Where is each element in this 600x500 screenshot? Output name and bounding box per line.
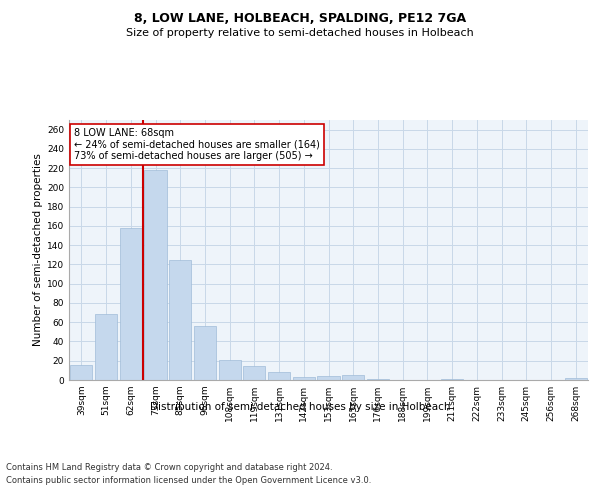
Bar xyxy=(293,377,315,380)
Y-axis label: Number of semi-detached properties: Number of semi-detached properties xyxy=(33,154,43,346)
Text: Distribution of semi-detached houses by size in Holbeach: Distribution of semi-detached houses by … xyxy=(150,402,450,412)
Text: Contains HM Land Registry data © Crown copyright and database right 2024.: Contains HM Land Registry data © Crown c… xyxy=(6,462,332,471)
Text: 8, LOW LANE, HOLBEACH, SPALDING, PE12 7GA: 8, LOW LANE, HOLBEACH, SPALDING, PE12 7G… xyxy=(134,12,466,26)
Bar xyxy=(95,314,117,380)
Bar xyxy=(243,366,265,380)
Bar xyxy=(367,379,389,380)
Bar xyxy=(145,170,167,380)
Bar xyxy=(194,326,216,380)
Text: Contains public sector information licensed under the Open Government Licence v3: Contains public sector information licen… xyxy=(6,476,371,485)
Bar xyxy=(565,378,587,380)
Bar xyxy=(169,260,191,380)
Bar xyxy=(317,376,340,380)
Bar xyxy=(119,228,142,380)
Bar xyxy=(342,375,364,380)
Text: Size of property relative to semi-detached houses in Holbeach: Size of property relative to semi-detach… xyxy=(126,28,474,38)
Bar xyxy=(70,364,92,380)
Bar xyxy=(268,372,290,380)
Bar xyxy=(218,360,241,380)
Bar xyxy=(441,379,463,380)
Text: 8 LOW LANE: 68sqm
← 24% of semi-detached houses are smaller (164)
73% of semi-de: 8 LOW LANE: 68sqm ← 24% of semi-detached… xyxy=(74,128,320,161)
